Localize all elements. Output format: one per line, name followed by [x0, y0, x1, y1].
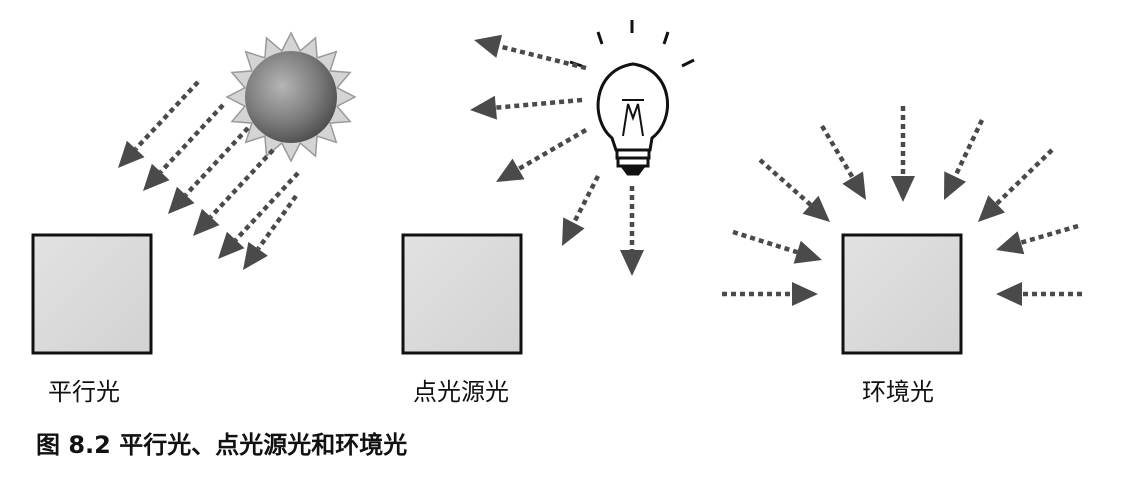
point-ray-arrow	[470, 95, 583, 120]
ambient-ray-arrow	[732, 229, 822, 264]
directional-ray-arrow	[118, 80, 200, 168]
label-directional-light: 平行光	[48, 378, 120, 406]
light-bulb-icon	[569, 20, 695, 176]
ambient-ray-arrow	[978, 148, 1054, 222]
ambient-ray-arrow	[891, 106, 915, 202]
light-rays	[118, 34, 1082, 306]
point-ray-arrow	[562, 174, 601, 246]
sun-icon	[225, 31, 357, 163]
ambient-ray-arrow	[820, 124, 866, 200]
object-box-point	[401, 233, 523, 355]
directional-ray-arrow	[143, 103, 225, 191]
object-box-directional	[31, 233, 153, 355]
directional-ray-arrow	[218, 171, 300, 259]
point-ray-arrow	[474, 34, 587, 71]
point-ray-arrow	[620, 186, 644, 276]
directional-ray-arrow	[168, 126, 250, 214]
directional-ray-arrow	[243, 194, 298, 270]
label-ambient-light: 环境光	[862, 378, 934, 406]
ambient-ray-arrow	[996, 282, 1082, 306]
figure-caption: 图 8.2 平行光、点光源光和环境光	[36, 431, 408, 459]
label-point-light: 点光源光	[413, 378, 509, 406]
point-ray-arrow	[496, 128, 588, 182]
ambient-ray-arrow	[944, 119, 985, 200]
ambient-ray-arrow	[996, 223, 1079, 255]
object-box-ambient	[841, 233, 963, 355]
ambient-ray-arrow	[758, 158, 830, 222]
ambient-ray-arrow	[722, 282, 818, 306]
directional-ray-arrow	[193, 148, 275, 236]
